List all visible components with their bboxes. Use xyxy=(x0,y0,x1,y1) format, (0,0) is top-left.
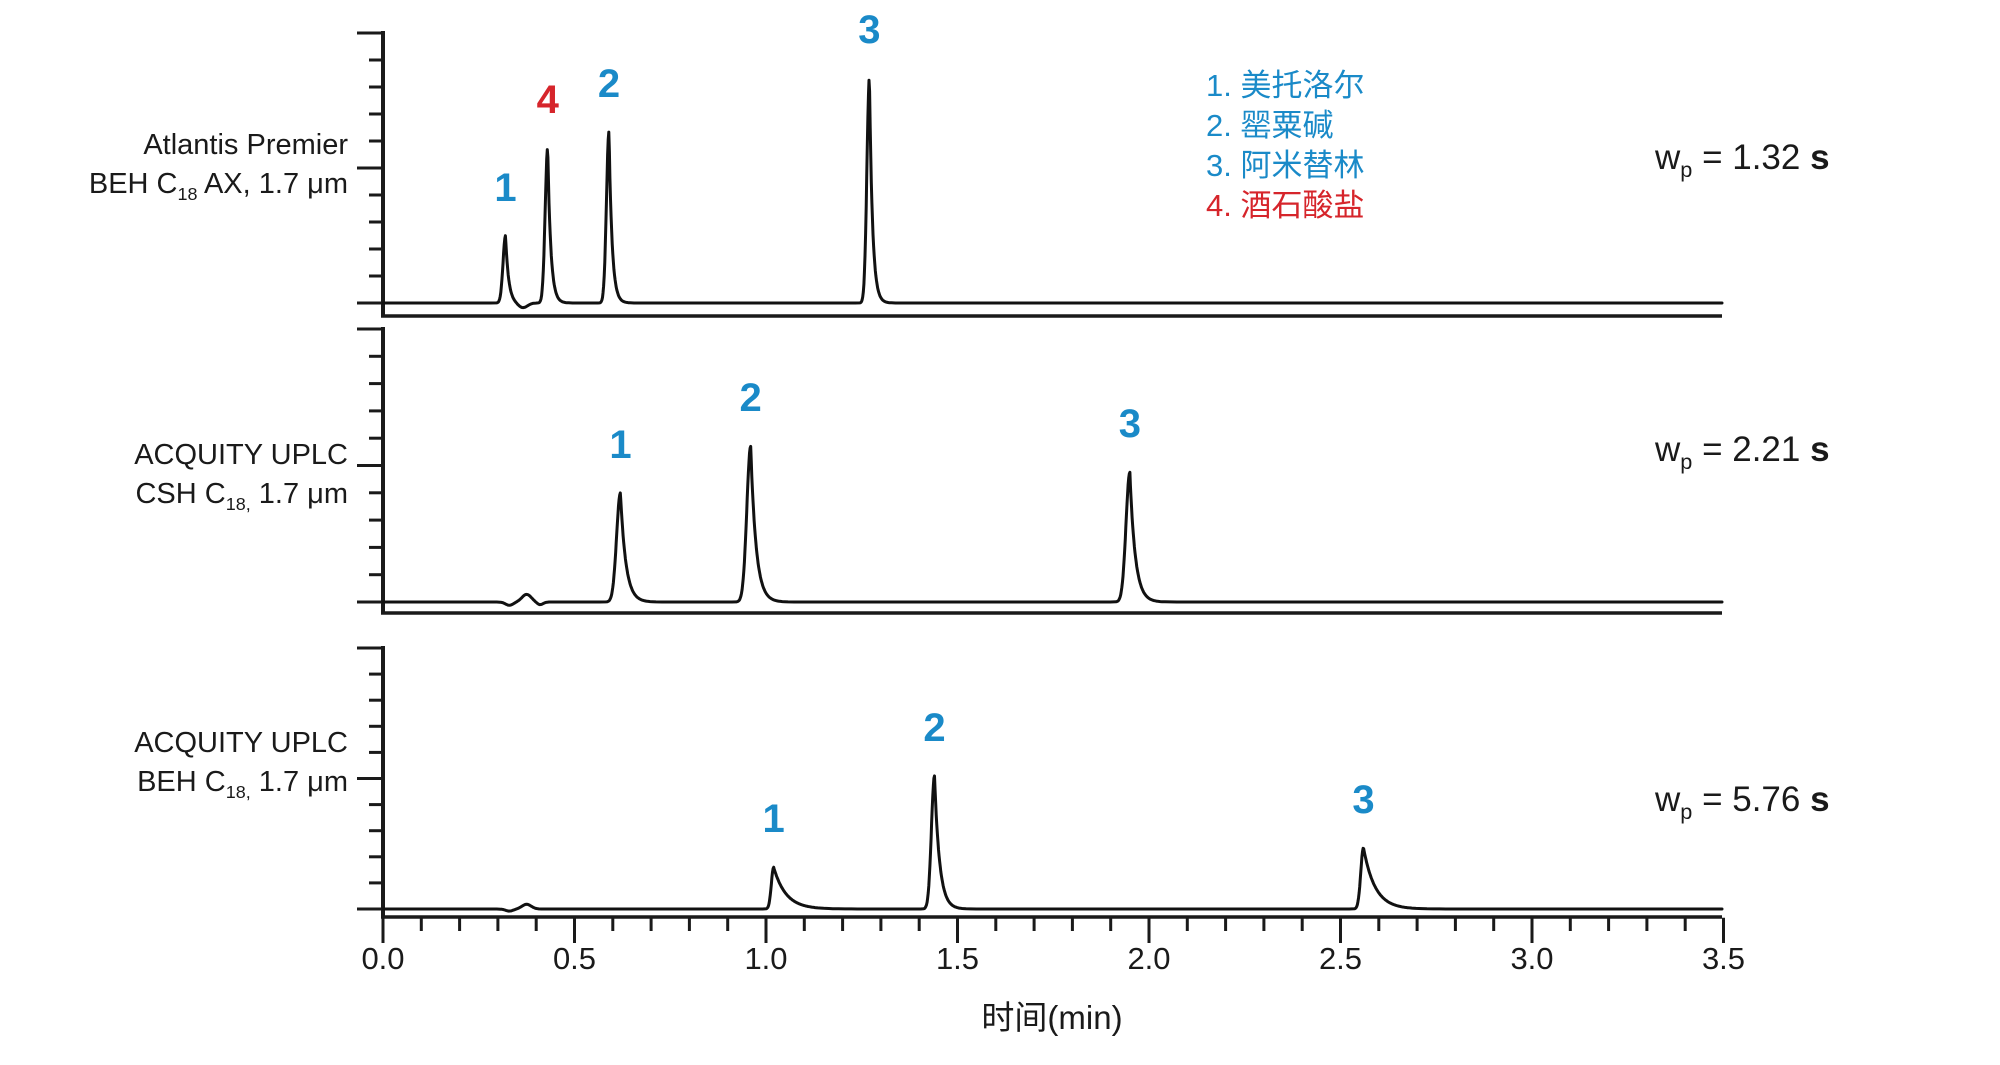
x-tick-label-2.5: 2.5 xyxy=(1318,941,1363,976)
panel-label-line: BEH C18, 1.7 μm xyxy=(20,763,348,812)
panel3-column-label: ACQUITY UPLC BEH C18, 1.7 μm xyxy=(20,724,348,812)
annotation-text: p xyxy=(1680,157,1693,182)
legend-item: 1. 美托洛尔 xyxy=(1206,68,1365,103)
legend-item: 4. 酒石酸盐 xyxy=(1206,188,1365,223)
peak-width-annotation-panel2: wp = 2.21 s xyxy=(1655,430,1830,475)
legend-item: 3. 阿米替林 xyxy=(1206,148,1365,183)
subscript-text: 18, xyxy=(225,493,251,514)
panel-label-line: ACQUITY UPLC xyxy=(20,724,348,763)
panel-label-line: BEH C18 AX, 1.7 μm xyxy=(20,165,348,214)
subscript-text: 18 xyxy=(177,183,198,204)
peak-label-4: 4 xyxy=(536,77,559,122)
legend: 1. 美托洛尔 2. 罂粟碱 3. 阿米替林 4. 酒石酸盐 xyxy=(1206,66,1364,226)
label-text: 1.7 μm xyxy=(250,478,348,510)
peak-label-2: 2 xyxy=(739,376,762,421)
annotation-text: s xyxy=(1800,430,1830,469)
peak-label-3: 3 xyxy=(858,7,881,52)
x-tick-label-1.5: 1.5 xyxy=(935,941,980,976)
annotation-text: = 1.32 xyxy=(1692,138,1801,177)
panel-label-line: Atlantis Premier xyxy=(20,126,348,165)
peak-label-3: 3 xyxy=(1118,402,1141,447)
annotation-text: w xyxy=(1655,138,1681,177)
x-tick-label-3.5: 3.5 xyxy=(1701,941,1746,976)
label-text: CSH C xyxy=(135,478,226,510)
annotation-text: = 2.21 xyxy=(1692,430,1801,469)
x-tick-label-0.0: 0.0 xyxy=(361,941,405,976)
x-tick-label-2.0: 2.0 xyxy=(1127,941,1171,976)
panel1-trace xyxy=(381,78,1724,310)
label-text: BEH C xyxy=(137,766,226,798)
panel3-trace xyxy=(381,774,1724,913)
annotation-text: s xyxy=(1800,780,1830,819)
annotation-text: = 5.76 xyxy=(1692,780,1801,819)
annotation-text: w xyxy=(1655,430,1681,469)
annotation-text: p xyxy=(1680,799,1693,824)
peak-label-2: 2 xyxy=(597,61,621,106)
label-text: ACQUITY UPLC xyxy=(134,439,348,471)
panel1-column-label: Atlantis Premier BEH C18 AX, 1.7 μm xyxy=(20,126,348,214)
peak-width-annotation-panel1: wp = 1.32 s xyxy=(1655,138,1830,183)
label-text: BEH C xyxy=(88,168,178,200)
x-tick-label-1.0: 1.0 xyxy=(744,941,788,976)
peak-label-1: 1 xyxy=(494,165,517,210)
label-text: Atlantis Premier xyxy=(143,129,348,161)
panel-label-line: ACQUITY UPLC xyxy=(20,436,348,475)
subscript-text: 18, xyxy=(225,781,251,802)
annotation-text: s xyxy=(1800,138,1830,177)
label-text: ACQUITY UPLC xyxy=(134,727,348,759)
annotation-text: p xyxy=(1680,449,1693,474)
peak-width-annotation-panel3: wp = 5.76 s xyxy=(1655,780,1830,825)
x-axis-title: 时间(min) xyxy=(981,999,1123,1036)
peak-label-2: 2 xyxy=(923,705,946,750)
panel2-column-label: ACQUITY UPLC CSH C18, 1.7 μm xyxy=(20,436,348,524)
panel-label-line: CSH C18, 1.7 μm xyxy=(20,475,348,524)
legend-item: 2. 罂粟碱 xyxy=(1206,108,1334,143)
x-tick-label-3.0: 3.0 xyxy=(1510,941,1554,976)
annotation-text: w xyxy=(1655,780,1681,819)
label-text: 1.7 μm xyxy=(250,766,348,798)
peak-label-1: 1 xyxy=(762,797,785,842)
panel2-trace xyxy=(381,444,1724,607)
peak-label-1: 1 xyxy=(609,422,632,467)
peak-label-3: 3 xyxy=(1352,777,1375,822)
x-tick-label-0.5: 0.5 xyxy=(552,941,597,976)
label-text: AX, 1.7 μm xyxy=(197,168,348,200)
